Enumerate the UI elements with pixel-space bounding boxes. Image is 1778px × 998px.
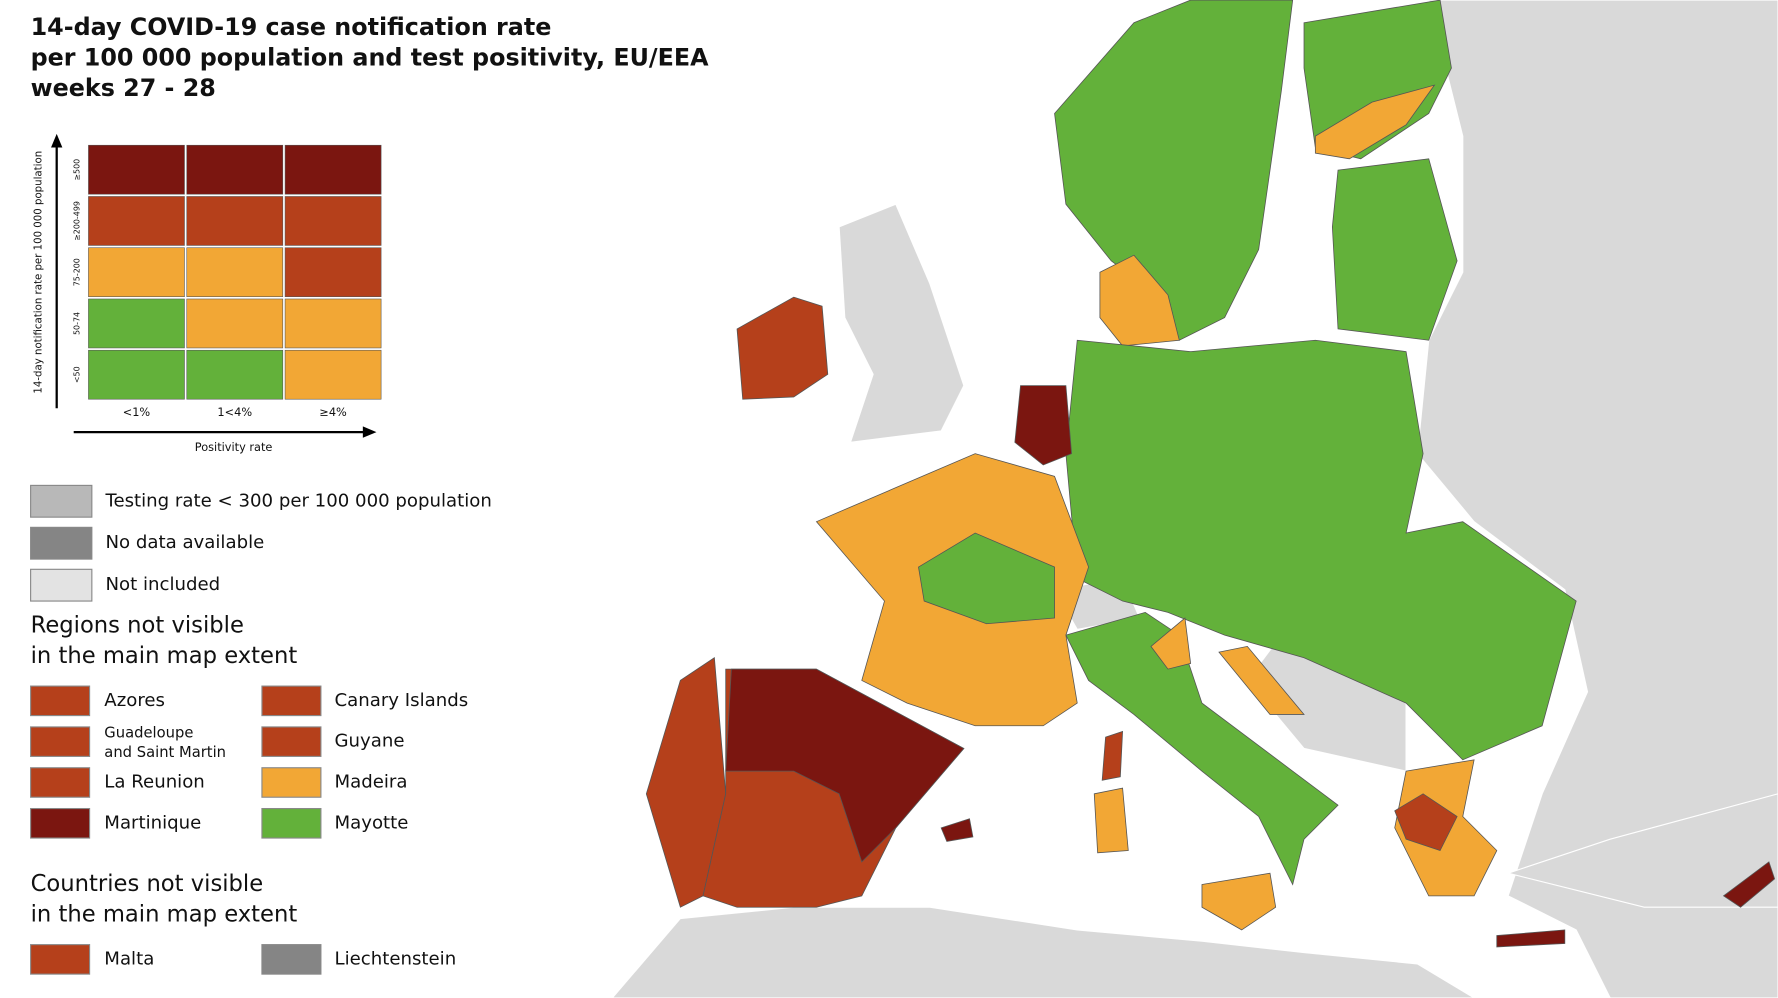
legend: Testing rate < 300 per 100 000 populatio… (30, 484, 492, 975)
row-label: ≥500 (73, 159, 82, 181)
legend-swatch (30, 767, 91, 798)
legend-label: La Reunion (104, 771, 204, 792)
matrix-cell (88, 247, 185, 297)
land (838, 203, 965, 443)
legend-matrix: ≥500 ≥200-499 75-200 50-74 <50 <1% 1<4% ≥4% 14-d… (34, 133, 382, 454)
region (736, 296, 829, 400)
legend-swatch (261, 685, 322, 717)
title-line: weeks 27 - 28 (31, 74, 216, 102)
matrix-cell (284, 298, 382, 349)
legend-label: Malta (104, 948, 154, 969)
region (1331, 158, 1458, 341)
section-heading: in the main map extent (31, 643, 298, 669)
matrix-cell (284, 196, 382, 246)
row-label: 50-74 (73, 312, 82, 335)
x-axis-label: Positivity rate (195, 440, 273, 454)
region (1150, 617, 1192, 670)
column-label: <1% (123, 405, 151, 419)
region (918, 532, 1055, 625)
row-label: ≥200-499 (73, 201, 82, 241)
legend-label: Madeira (335, 771, 408, 792)
map (611, 0, 1778, 998)
matrix-cell (186, 247, 284, 297)
legend-label: Mayotte (335, 812, 409, 833)
legend-label: Liechtenstein (335, 948, 457, 969)
legend-label: Testing rate < 300 per 100 000 populatio… (104, 490, 491, 511)
region (940, 818, 974, 842)
region (1054, 0, 1294, 341)
legend-label: Martinique (104, 812, 201, 833)
legend-swatch (30, 726, 91, 757)
matrix-cell (284, 144, 382, 195)
matrix-cell (88, 144, 185, 195)
region (1218, 645, 1305, 715)
legend-swatch (261, 767, 322, 798)
legend-label: Azores (104, 690, 165, 711)
matrix-cell (88, 298, 185, 349)
matrix-cell (186, 144, 284, 195)
region (1201, 872, 1277, 931)
matrix-cell (186, 196, 284, 246)
title: 14-day COVID-19 case notification rate pe… (31, 13, 710, 102)
section-heading: Countries not visible (31, 871, 264, 897)
legend-swatch (30, 807, 91, 839)
arrowhead (51, 133, 63, 148)
region (1314, 84, 1436, 160)
section-heading: Regions not visible (31, 612, 244, 638)
legend-swatch (30, 484, 93, 518)
legend-label: Not included (105, 574, 220, 595)
legend-swatch (30, 568, 93, 602)
legend-label: No data available (105, 532, 264, 553)
title-line: per 100 000 population and test positivi… (31, 44, 710, 72)
legend-label: Guyane (335, 731, 405, 752)
y-axis-label: 14-day notification rate per 100 000 pop… (34, 151, 45, 394)
region (725, 668, 965, 863)
matrix-cell (284, 349, 382, 400)
land (611, 906, 1476, 998)
column-label: 1<4% (217, 405, 252, 419)
row-label: <50 (73, 366, 82, 383)
region (1101, 730, 1124, 781)
legend-label: Canary Islands (335, 690, 469, 711)
legend-swatch (261, 944, 322, 975)
region (1394, 793, 1458, 852)
legend-swatch (30, 685, 91, 717)
legend-swatch (261, 807, 322, 839)
legend-swatch (30, 944, 91, 975)
region (1099, 254, 1180, 347)
legend-swatch (30, 526, 93, 560)
legend-label: and Saint Martin (104, 744, 226, 761)
matrix-cell (88, 349, 185, 400)
region (1065, 339, 1577, 761)
matrix-cell (284, 247, 382, 297)
legend-label: Guadeloupe (104, 725, 193, 742)
matrix-cell (186, 298, 284, 349)
land (1506, 793, 1778, 908)
region (1496, 929, 1566, 948)
section-heading: in the main map extent (31, 902, 298, 928)
legend-swatch (261, 726, 322, 757)
matrix-cell (186, 349, 284, 400)
matrix-cell (88, 196, 185, 246)
region (1093, 787, 1129, 854)
title-line: 14-day COVID-19 case notification rate (31, 13, 552, 41)
region (1014, 385, 1072, 466)
row-label: 75-200 (73, 258, 82, 286)
column-label: ≥4% (319, 405, 347, 419)
arrowhead (362, 426, 377, 438)
region (1722, 861, 1776, 908)
region (1303, 0, 1452, 160)
